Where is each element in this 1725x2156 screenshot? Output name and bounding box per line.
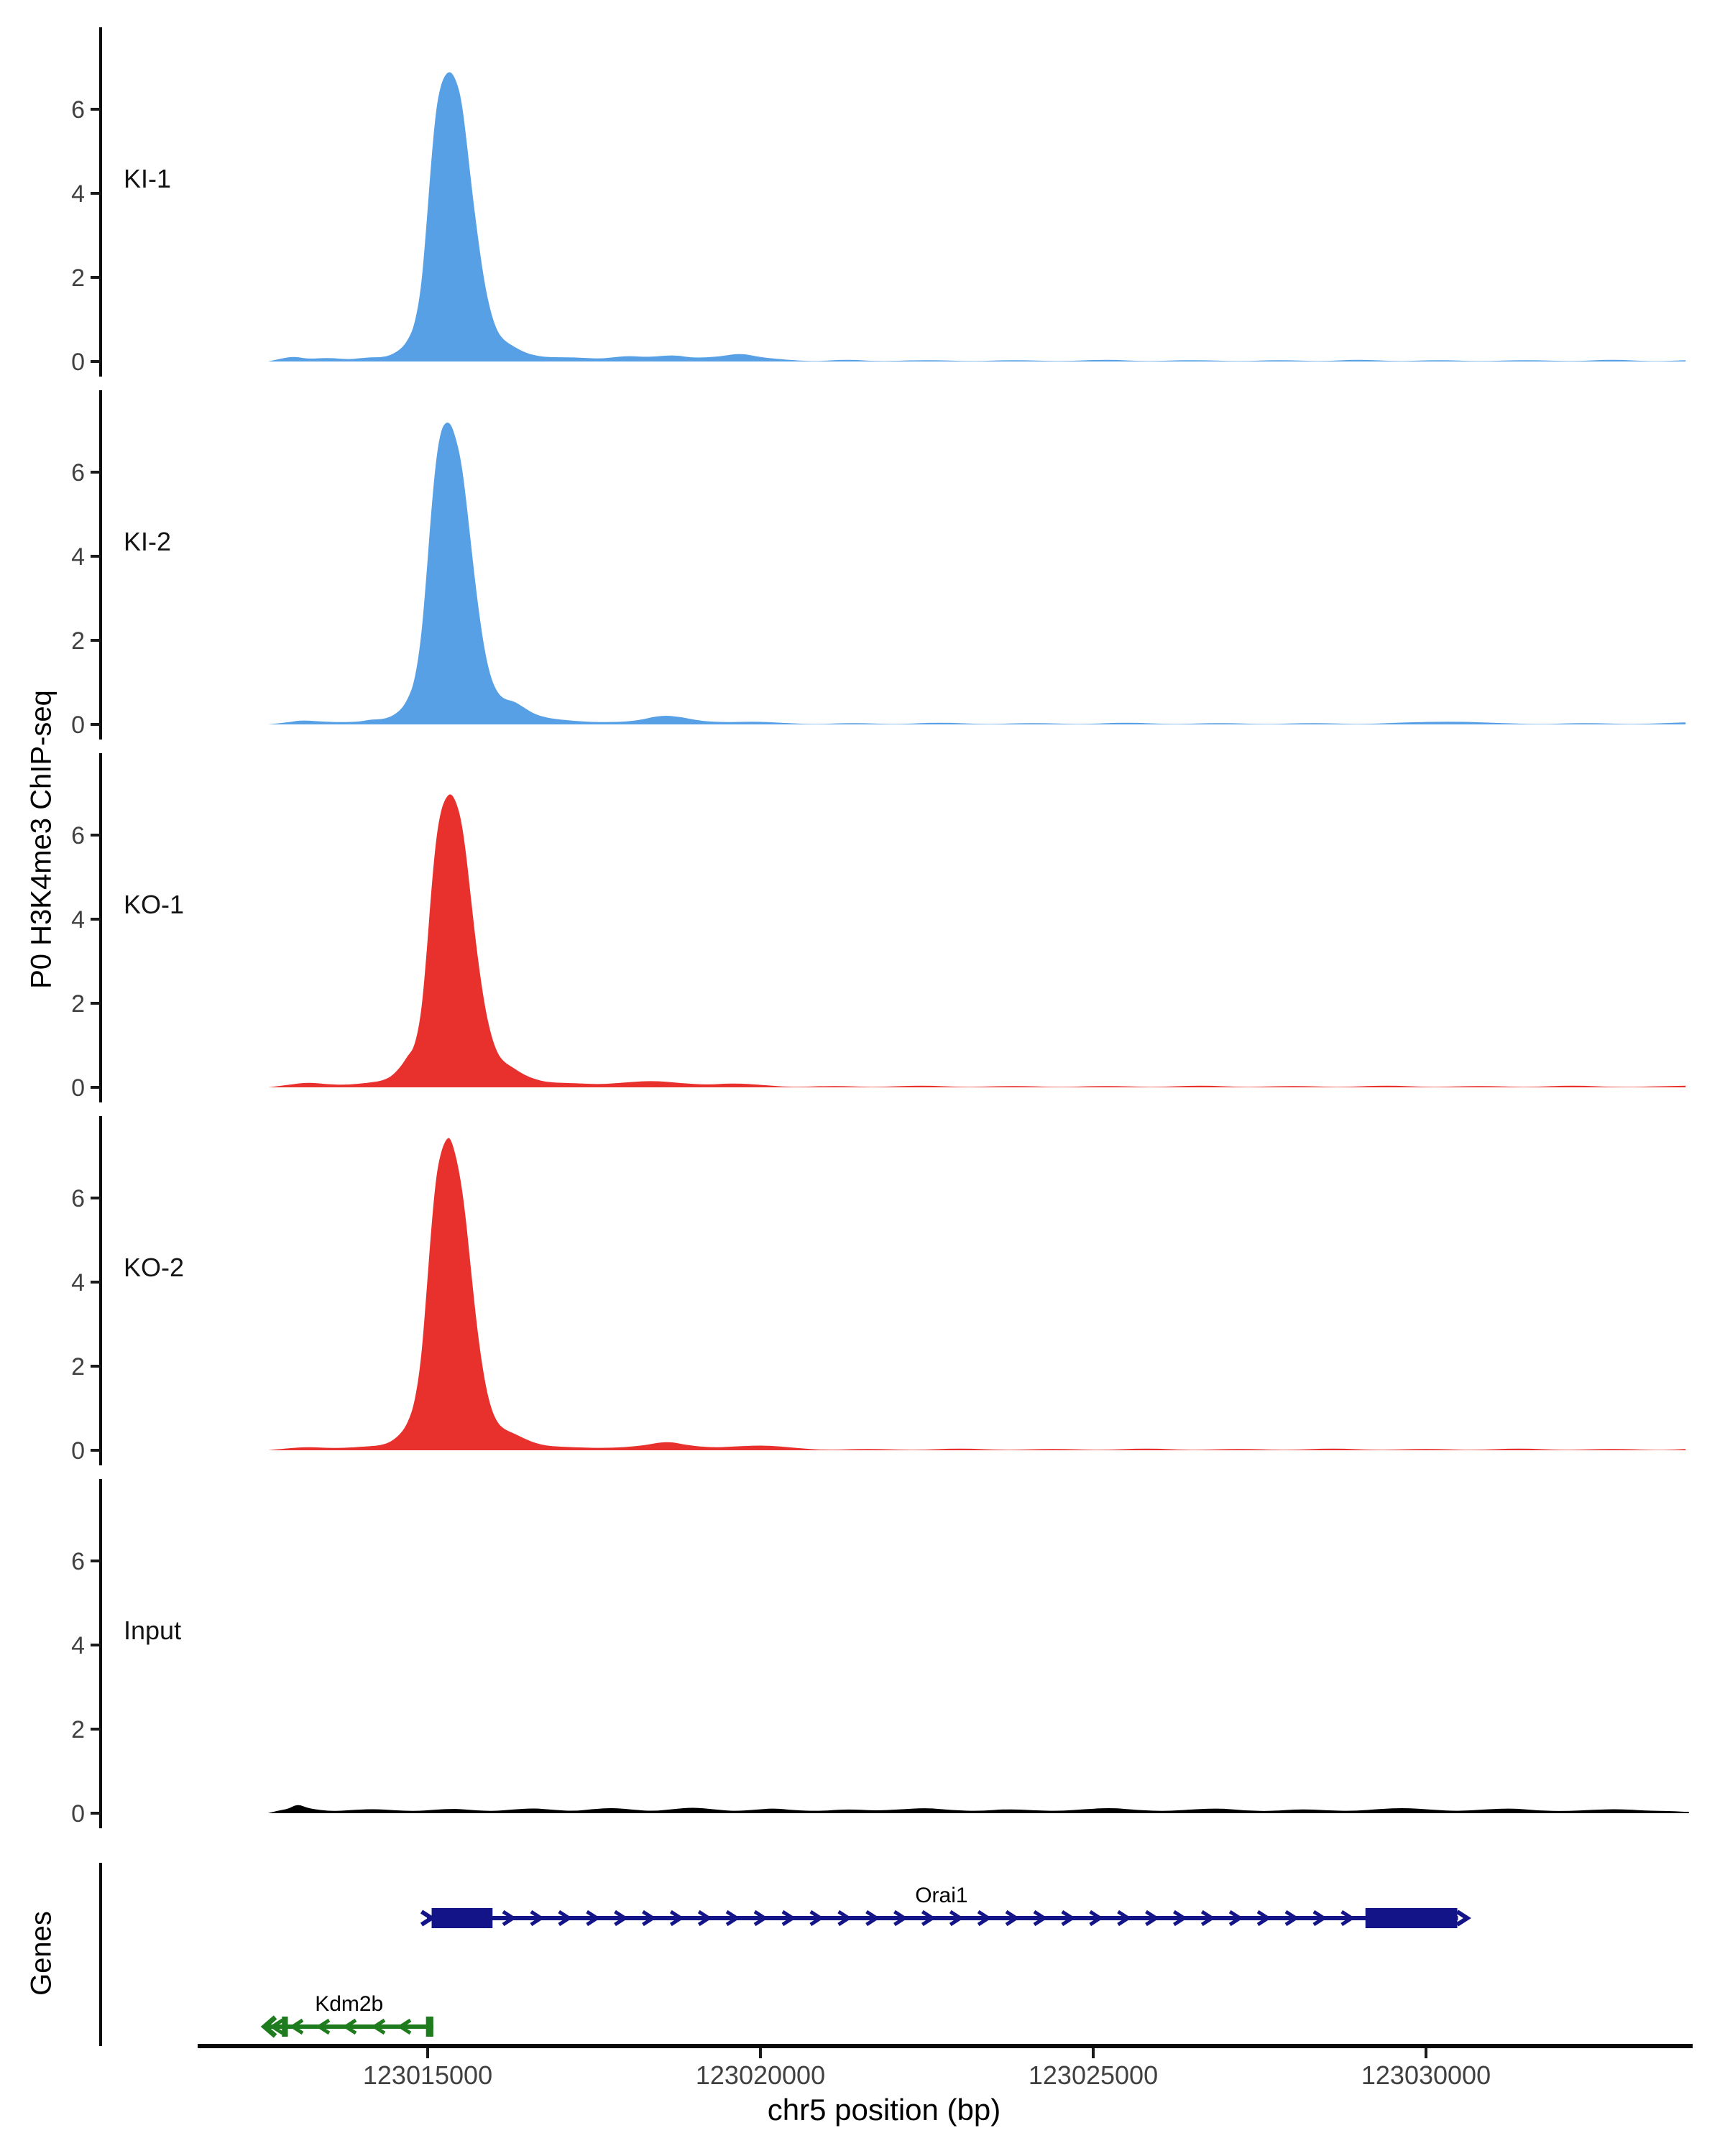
signal-track-KI-1 — [91, 27, 1686, 377]
track-label-KO-2: KO-2 — [124, 1253, 184, 1282]
signal-area-KO-2 — [267, 1138, 1686, 1450]
strand-chevron-icon — [342, 2018, 357, 2035]
strand-chevron-icon — [697, 1909, 712, 1927]
y-tick-label: 4 — [71, 180, 85, 208]
strand-chevron-icon — [502, 1909, 517, 1927]
y-tick-label: 4 — [71, 906, 85, 934]
gene-kdm2b — [260, 2015, 433, 2038]
signal-area-KO-1 — [267, 794, 1686, 1087]
strand-chevron-icon — [725, 1909, 740, 1927]
y-tick-label: 6 — [71, 459, 85, 487]
track-label-Input: Input — [124, 1616, 181, 1645]
strand-chevron-icon — [1033, 1909, 1048, 1927]
y-tick-label: 2 — [71, 264, 85, 292]
strand-chevron-icon — [977, 1909, 992, 1927]
strand-chevron-icon — [669, 1909, 684, 1927]
signal-track-KO-2 — [91, 1116, 1686, 1465]
y-tick-label: 2 — [71, 990, 85, 1018]
y-tick-label: 2 — [71, 627, 85, 655]
strand-chevron-icon — [1455, 1909, 1471, 1927]
y-tick-label: 4 — [71, 1632, 85, 1659]
strand-chevron-icon — [921, 1909, 936, 1927]
strand-chevron-icon — [558, 1909, 573, 1927]
gene-terminal-arrow-icon — [260, 2015, 277, 2038]
y-tick-label: 4 — [71, 543, 85, 571]
gene-label-kdm2b: Kdm2b — [315, 1992, 383, 2016]
y-axis-title-genes: Genes — [25, 1911, 58, 1996]
y-tick-label: 6 — [71, 1185, 85, 1212]
strand-chevron-icon — [371, 2018, 386, 2035]
y-tick-label: 4 — [71, 1269, 85, 1296]
y-axis-title-tracks: P0 H3K4me3 ChIP-seq — [25, 690, 58, 989]
strand-chevron-icon — [642, 1909, 657, 1927]
strand-chevron-icon — [949, 1909, 964, 1927]
strand-chevron-icon — [1340, 1909, 1356, 1927]
track-label-KI-2: KI-2 — [124, 527, 171, 556]
strand-chevron-icon — [753, 1909, 768, 1927]
y-tick-label: 0 — [71, 1437, 85, 1465]
gene-exon — [426, 2017, 433, 2037]
signal-area-Input — [267, 1805, 1689, 1813]
signal-area-KI-1 — [267, 72, 1686, 362]
strand-chevron-icon — [865, 1909, 880, 1927]
y-tick-label: 0 — [71, 1074, 85, 1102]
strand-chevron-icon — [1256, 1909, 1271, 1927]
gene-exon — [431, 1908, 493, 1928]
strand-chevron-icon — [586, 1909, 601, 1927]
strand-chevron-icon — [1061, 1909, 1076, 1927]
strand-chevron-icon — [1284, 1909, 1300, 1927]
x-axis — [198, 2044, 1693, 2058]
y-tick-label: 0 — [71, 1800, 85, 1828]
strand-chevron-icon — [1145, 1909, 1160, 1927]
x-axis-title: chr5 position (bp) — [767, 2093, 1001, 2127]
strand-chevron-icon — [1200, 1909, 1215, 1927]
signal-track-Input — [91, 1479, 1689, 1828]
y-tick-label: 2 — [71, 1716, 85, 1743]
strand-chevron-icon — [420, 1909, 436, 1927]
gene-exon — [282, 2017, 288, 2037]
strand-chevron-icon — [316, 2018, 331, 2035]
x-tick-label: 123030000 — [1361, 2060, 1491, 2090]
strand-chevron-icon — [1228, 1909, 1243, 1927]
signal-track-KO-1 — [91, 753, 1686, 1102]
signal-area-KI-2 — [267, 422, 1686, 724]
strand-chevron-icon — [837, 1909, 852, 1927]
y-tick-label: 0 — [71, 349, 85, 376]
gene-orai1 — [420, 1908, 1471, 1928]
strand-chevron-icon — [893, 1909, 908, 1927]
strand-chevron-icon — [809, 1909, 824, 1927]
gene-exon — [1365, 1908, 1458, 1928]
x-tick-label: 123025000 — [1029, 2060, 1158, 2090]
strand-chevron-icon — [1117, 1909, 1132, 1927]
signal-track-KI-2 — [91, 390, 1686, 740]
strand-chevron-icon — [530, 1909, 545, 1927]
strand-chevron-icon — [1173, 1909, 1188, 1927]
y-tick-label: 0 — [71, 711, 85, 739]
strand-chevron-icon — [397, 2018, 412, 2035]
strand-chevron-icon — [269, 2018, 284, 2035]
track-label-KO-1: KO-1 — [124, 890, 184, 919]
strand-chevron-icon — [1089, 1909, 1104, 1927]
x-tick-label: 123020000 — [696, 2060, 825, 2090]
strand-chevron-icon — [614, 1909, 629, 1927]
strand-chevron-icon — [1005, 1909, 1020, 1927]
y-tick-label: 6 — [71, 822, 85, 849]
y-tick-label: 2 — [71, 1353, 85, 1381]
strand-chevron-icon — [781, 1909, 796, 1927]
strand-chevron-icon — [289, 2018, 304, 2035]
track-label-KI-1: KI-1 — [124, 164, 171, 193]
strand-chevron-icon — [1312, 1909, 1328, 1927]
y-tick-label: 6 — [71, 96, 85, 124]
y-tick-label: 6 — [71, 1548, 85, 1575]
gene-label-orai1: Orai1 — [915, 1884, 967, 1907]
x-tick-label: 123015000 — [363, 2060, 492, 2090]
